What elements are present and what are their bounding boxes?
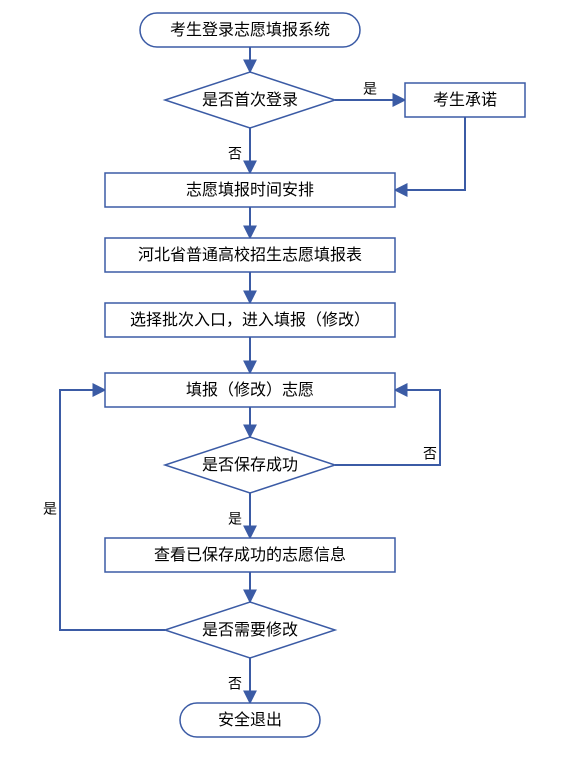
node-start-label: 考生登录志愿填报系统 [170,21,330,39]
edge-label-d_mod-end: 否 [228,676,242,692]
node-schedule-label: 志愿填报时间安排 [186,181,314,199]
node-end-label: 安全退出 [218,711,282,729]
node-d_mod-label: 是否需要修改 [202,621,298,639]
node-d_save: 是否保存成功 [165,437,335,493]
node-d_first: 是否首次登录 [165,72,335,128]
edge-d_mod-fill [60,390,165,630]
node-select: 选择批次入口，进入填报（修改） [105,303,395,337]
node-form-label: 河北省普通高校招生志愿填报表 [138,246,362,264]
node-d_first-label: 是否首次登录 [202,91,298,109]
node-d_mod: 是否需要修改 [165,602,335,658]
node-view: 查看已保存成功的志愿信息 [105,538,395,572]
node-end: 安全退出 [180,703,320,737]
node-schedule: 志愿填报时间安排 [105,173,395,207]
edge-label-d_first-schedule: 否 [228,146,242,162]
node-form: 河北省普通高校招生志愿填报表 [105,238,395,272]
edge-label-d_first-promise: 是 [363,81,377,97]
node-fill-label: 填报（修改）志愿 [186,381,314,399]
node-start: 考生登录志愿填报系统 [140,13,360,47]
node-fill: 填报（修改）志愿 [105,373,395,407]
node-promise-label: 考生承诺 [433,91,497,109]
nodes-layer: 考生登录志愿填报系统是否首次登录 考生承诺志愿填报时间安排河北省普通高校招生志愿填… [105,13,525,737]
edge-promise-schedule [395,117,465,190]
node-d_save-label: 是否保存成功 [202,456,298,474]
edge-label-d_mod-fill: 是 [43,501,57,517]
edge-label-d_save-view: 是 [228,511,242,527]
node-select-label: 选择批次入口，进入填报（修改） [130,311,370,329]
node-view-label: 查看已保存成功的志愿信息 [154,546,346,564]
edge-label-d_save-fill: 否 [423,446,437,462]
node-promise: 考生承诺 [405,83,525,117]
